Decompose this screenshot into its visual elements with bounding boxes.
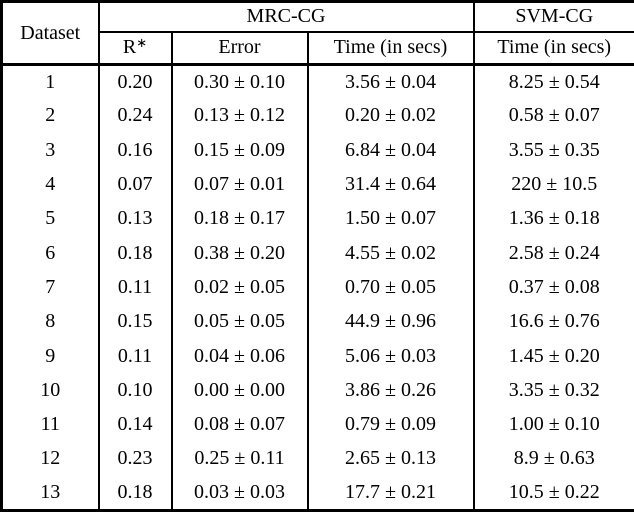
- table-row: 2 0.24 0.13 ± 0.12 0.20 ± 0.02 0.58 ± 0.07: [2, 98, 634, 134]
- cell-dataset: 3: [45, 138, 56, 161]
- col-header-error: Error: [170, 31, 308, 66]
- cell-error: 0.04 ± 0.06: [170, 338, 308, 374]
- cell-time-svm: 0.37 ± 0.08: [472, 270, 634, 305]
- col-header-time-mrc: Time (in secs): [306, 31, 474, 66]
- cell-dataset: 4: [45, 173, 56, 196]
- cell-error: 0.08 ± 0.07: [170, 407, 308, 442]
- col-group-svm-cg: SVM-CG: [472, 1, 634, 33]
- cell-time-mrc: 3.56 ± 0.04: [306, 64, 474, 99]
- table-row: 12 0.23 0.25 ± 0.11 2.65 ± 0.13 8.9 ± 0.63: [2, 441, 634, 477]
- cell-time-svm: 16.6 ± 0.76: [472, 304, 634, 339]
- cell-error: 0.05 ± 0.05: [170, 304, 308, 339]
- cell-time-mrc: 4.55 ± 0.02: [306, 235, 474, 271]
- cell-time-mrc: 0.70 ± 0.05: [306, 270, 474, 305]
- table-row: 10 0.10 0.00 ± 0.00 3.86 ± 0.26 3.35 ± 0.32: [2, 373, 634, 408]
- table-row: 7 0.11 0.02 ± 0.05 0.70 ± 0.05 0.37 ± 0.08: [2, 270, 634, 305]
- cell-time-svm: 8.9 ± 0.63: [472, 441, 634, 477]
- cell-error: 0.03 ± 0.03: [170, 476, 308, 511]
- cell-time-mrc: 6.84 ± 0.04: [306, 133, 474, 168]
- table-row: 9 0.11 0.04 ± 0.06 5.06 ± 0.03 1.45 ± 0.20: [2, 338, 634, 374]
- table-row: 8 0.15 0.05 ± 0.05 44.9 ± 0.96 16.6 ± 0.76: [2, 304, 634, 339]
- cell-r-star: 0.20: [97, 64, 172, 99]
- cell-time-mrc: 5.06 ± 0.03: [306, 338, 474, 374]
- cell-dataset: 11: [40, 413, 60, 436]
- cell-error: 0.38 ± 0.20: [170, 235, 308, 271]
- col-header-r-star: R∗: [97, 31, 172, 66]
- cell-error: 0.30 ± 0.10: [170, 64, 308, 99]
- col-group-mrc-cg: MRC-CG: [97, 1, 474, 33]
- cell-time-mrc: 1.50 ± 0.07: [306, 201, 474, 236]
- cell-error: 0.18 ± 0.17: [170, 201, 308, 236]
- cell-dataset: 8: [45, 310, 56, 333]
- cell-r-star: 0.18: [97, 476, 172, 511]
- cell-r-star: 0.15: [97, 304, 172, 339]
- header-row-subcolumns: R∗ Error Time (in secs) Time (in secs): [2, 31, 634, 66]
- cell-r-star: 0.16: [97, 133, 172, 168]
- cell-dataset: 6: [45, 241, 56, 264]
- cell-r-star: 0.14: [97, 407, 172, 442]
- r-star-superscript: ∗: [136, 35, 148, 51]
- header-row-groups: Dataset MRC-CG SVM-CG: [1, 1, 634, 66]
- cell-error: 0.13 ± 0.12: [170, 98, 308, 134]
- cell-r-star: 0.10: [97, 373, 172, 408]
- cell-time-svm: 1.00 ± 0.10: [472, 407, 634, 442]
- cell-error: 0.07 ± 0.01: [170, 167, 308, 202]
- cell-time-svm: 0.58 ± 0.07: [472, 98, 634, 134]
- cell-r-star: 0.23: [97, 441, 172, 477]
- col-header-time-svm: Time (in secs): [472, 31, 634, 66]
- cell-dataset: 12: [40, 447, 61, 470]
- cell-time-mrc: 17.7 ± 0.21: [306, 476, 474, 511]
- cell-dataset: 1: [45, 70, 56, 93]
- cell-r-star: 0.07: [97, 167, 172, 202]
- cell-r-star: 0.24: [97, 98, 172, 134]
- cell-time-mrc: 3.86 ± 0.26: [306, 373, 474, 408]
- cell-dataset: 7: [45, 275, 56, 298]
- cell-time-mrc: 44.9 ± 0.96: [306, 304, 474, 339]
- table-row: 11 0.14 0.08 ± 0.07 0.79 ± 0.09 1.00 ± 0.10: [2, 407, 634, 442]
- table-row: 4 0.07 0.07 ± 0.01 31.4 ± 0.64 220 ± 10.5: [2, 167, 634, 202]
- cell-error: 0.00 ± 0.00: [170, 373, 308, 408]
- cell-time-svm: 3.55 ± 0.35: [472, 133, 634, 168]
- cell-time-svm: 8.25 ± 0.54: [472, 64, 634, 99]
- cell-time-mrc: 0.79 ± 0.09: [306, 407, 474, 442]
- cell-error: 0.25 ± 0.11: [170, 441, 308, 477]
- table-row: 13 0.18 0.03 ± 0.03 17.7 ± 0.21 10.5 ± 0.22: [2, 476, 634, 511]
- cell-time-mrc: 0.20 ± 0.02: [306, 98, 474, 134]
- cell-time-svm: 1.45 ± 0.20: [472, 338, 634, 374]
- cell-error: 0.02 ± 0.05: [170, 270, 308, 305]
- cell-dataset: 10: [40, 378, 61, 401]
- table-row: 1 0.20 0.30 ± 0.10 3.56 ± 0.04 8.25 ± 0.54: [2, 64, 634, 99]
- cell-r-star: 0.13: [97, 201, 172, 236]
- cell-time-svm: 1.36 ± 0.18: [472, 201, 634, 236]
- cell-dataset: 2: [45, 104, 56, 127]
- cell-time-mrc: 31.4 ± 0.64: [306, 167, 474, 202]
- cell-time-mrc: 2.65 ± 0.13: [306, 441, 474, 477]
- cell-r-star: 0.11: [97, 338, 172, 374]
- table-row: 5 0.13 0.18 ± 0.17 1.50 ± 0.07 1.36 ± 0.18: [2, 201, 634, 236]
- r-star-base: R: [122, 36, 137, 59]
- cell-dataset: 9: [45, 344, 56, 367]
- table-row: 3 0.16 0.15 ± 0.09 6.84 ± 0.04 3.55 ± 0.35: [2, 133, 634, 168]
- table-body: 1 0.20 0.30 ± 0.10 3.56 ± 0.04 8.25 ± 0.54 2 0…: [2, 64, 634, 511]
- cell-dataset: 5: [45, 207, 56, 230]
- cell-dataset: 13: [40, 481, 61, 504]
- cell-time-svm: 3.35 ± 0.32: [472, 373, 634, 408]
- cell-r-star: 0.11: [97, 270, 172, 305]
- table-header: Dataset MRC-CG SVM-CG R∗ Error Time (in …: [1, 1, 634, 66]
- table-row: 6 0.18 0.38 ± 0.20 4.55 ± 0.02 2.58 ± 0.24: [2, 235, 634, 271]
- cell-error: 0.15 ± 0.09: [170, 133, 308, 168]
- cell-time-svm: 220 ± 10.5: [472, 167, 634, 202]
- cell-time-svm: 10.5 ± 0.22: [472, 476, 634, 511]
- col-header-dataset: Dataset: [1, 1, 99, 66]
- cell-r-star: 0.18: [97, 235, 172, 271]
- cell-time-svm: 2.58 ± 0.24: [472, 235, 634, 271]
